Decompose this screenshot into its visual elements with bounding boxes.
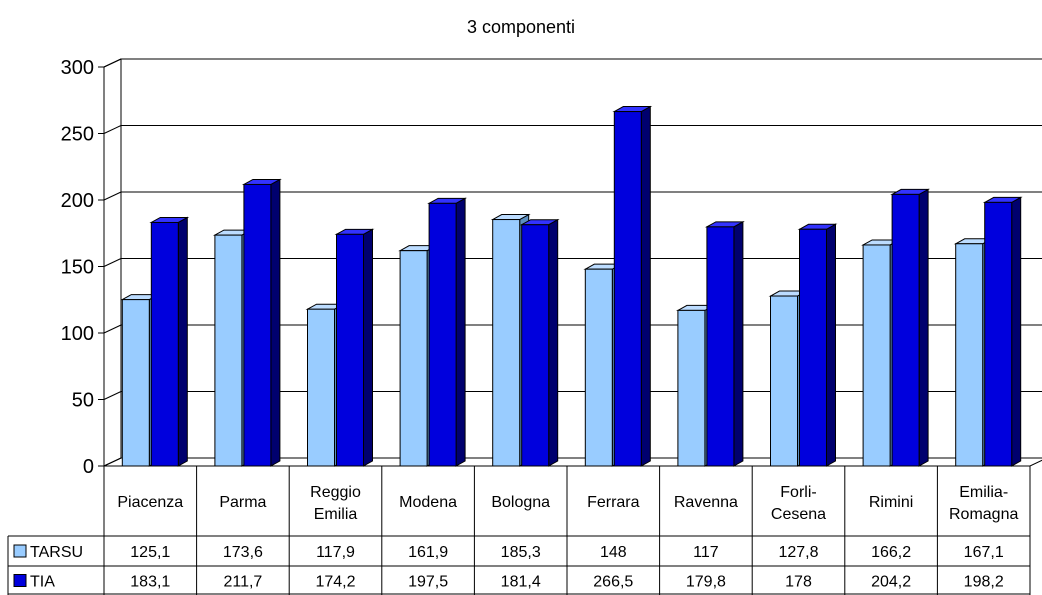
data-label: 198,2 <box>964 574 1004 591</box>
bar-tia <box>613 111 642 467</box>
bar-tia <box>428 202 457 467</box>
bar-tia-side <box>918 188 929 467</box>
gridline-depth <box>103 258 122 267</box>
x-category-label: Emilia- <box>959 484 1008 501</box>
y-tick-label: 100 <box>61 323 94 345</box>
data-label: 183,1 <box>130 574 170 591</box>
data-label: 204,2 <box>871 574 911 591</box>
bar-tarsu <box>770 295 798 467</box>
x-category-label: Romagna <box>949 506 1018 523</box>
data-label: 173,6 <box>223 544 263 561</box>
data-label: 161,9 <box>408 544 448 561</box>
x-category-label: Modena <box>399 494 457 511</box>
y-tick-label: 200 <box>61 190 94 212</box>
x-category-label: Rimini <box>869 494 913 511</box>
bar-tia-side <box>363 228 373 467</box>
data-label: 117,9 <box>316 544 355 561</box>
x-category-label: Reggio <box>310 484 361 501</box>
x-category-label: Ravenna <box>674 494 738 511</box>
x-category-label: Bologna <box>491 494 550 511</box>
bar-tarsu <box>492 219 521 467</box>
data-label: 148 <box>600 544 627 561</box>
data-label: 174,2 <box>315 574 355 591</box>
data-label: 178 <box>785 574 812 591</box>
data-label: 117 <box>693 544 719 561</box>
bar-tia-side <box>270 178 281 467</box>
gridline-depth <box>103 324 122 334</box>
data-label: 127,8 <box>778 544 818 561</box>
bar-tia-side <box>177 216 188 467</box>
x-category-label: Cesena <box>771 506 826 523</box>
y-axis: 0 50 100 150 200 250 300 <box>61 57 104 478</box>
bar-tia <box>799 228 827 467</box>
y-tick-label: 50 <box>72 390 94 412</box>
bar-tia <box>984 201 1013 467</box>
data-label: 185,3 <box>501 544 541 561</box>
gridline-depth <box>103 58 122 68</box>
bar-tia-side <box>826 223 836 467</box>
gridline-depth <box>103 125 122 134</box>
bar-tarsu <box>307 308 335 467</box>
x-category-label: Parma <box>219 494 266 511</box>
gridline-depth <box>103 391 122 400</box>
bars <box>120 105 1023 467</box>
bar-tia <box>891 193 920 467</box>
y-tick-label: 150 <box>61 257 94 279</box>
data-label: 179,8 <box>686 574 726 591</box>
bar-tia-side <box>733 221 744 467</box>
data-label: 125,1 <box>130 544 170 561</box>
legend-key-tia <box>13 574 27 587</box>
bar-tia-side <box>1011 196 1022 467</box>
data-label: 197,5 <box>408 574 448 591</box>
data-label: 266,5 <box>593 574 633 591</box>
data-label: 167,1 <box>964 544 1004 561</box>
bar-tarsu <box>121 299 150 467</box>
bar-tarsu <box>955 243 984 467</box>
bar-tarsu <box>399 250 428 467</box>
x-category-label: Forli- <box>780 484 816 501</box>
bar-tia <box>150 221 179 467</box>
bar-tia <box>243 183 272 467</box>
y-tick-label: 0 <box>83 456 94 478</box>
bar-tarsu <box>214 234 243 467</box>
legend-label-tia: TIA <box>30 574 55 591</box>
legend-key-tarsu <box>13 544 27 558</box>
bar-tia <box>521 224 550 467</box>
bar-tia-side <box>455 197 466 467</box>
gridline-depth <box>103 457 122 467</box>
bar-tia-side <box>640 105 651 467</box>
gridline-depth <box>103 191 122 201</box>
bar-tarsu <box>584 268 613 467</box>
x-category-label: Emilia <box>314 506 358 523</box>
data-table: Piacenza Parma Reggio Emilia Modena Bologna Fe… <box>7 465 1031 595</box>
bar-tia-side <box>548 218 559 467</box>
y-tick-label: 250 <box>61 124 94 146</box>
bar-tarsu <box>862 244 891 467</box>
legend-label-tarsu: TARSU <box>30 544 83 561</box>
bar-tarsu <box>677 309 706 467</box>
chart-title: 3 componenti <box>467 17 575 37</box>
bar-tia <box>706 226 735 467</box>
data-label: 166,2 <box>871 544 911 561</box>
data-label: 181,4 <box>501 574 541 591</box>
x-category-label: Piacenza <box>117 494 183 511</box>
bar-tia <box>336 233 364 467</box>
y-tick-label: 300 <box>61 57 94 79</box>
data-label: 211,7 <box>223 574 262 591</box>
x-category-label: Ferrara <box>587 494 640 511</box>
